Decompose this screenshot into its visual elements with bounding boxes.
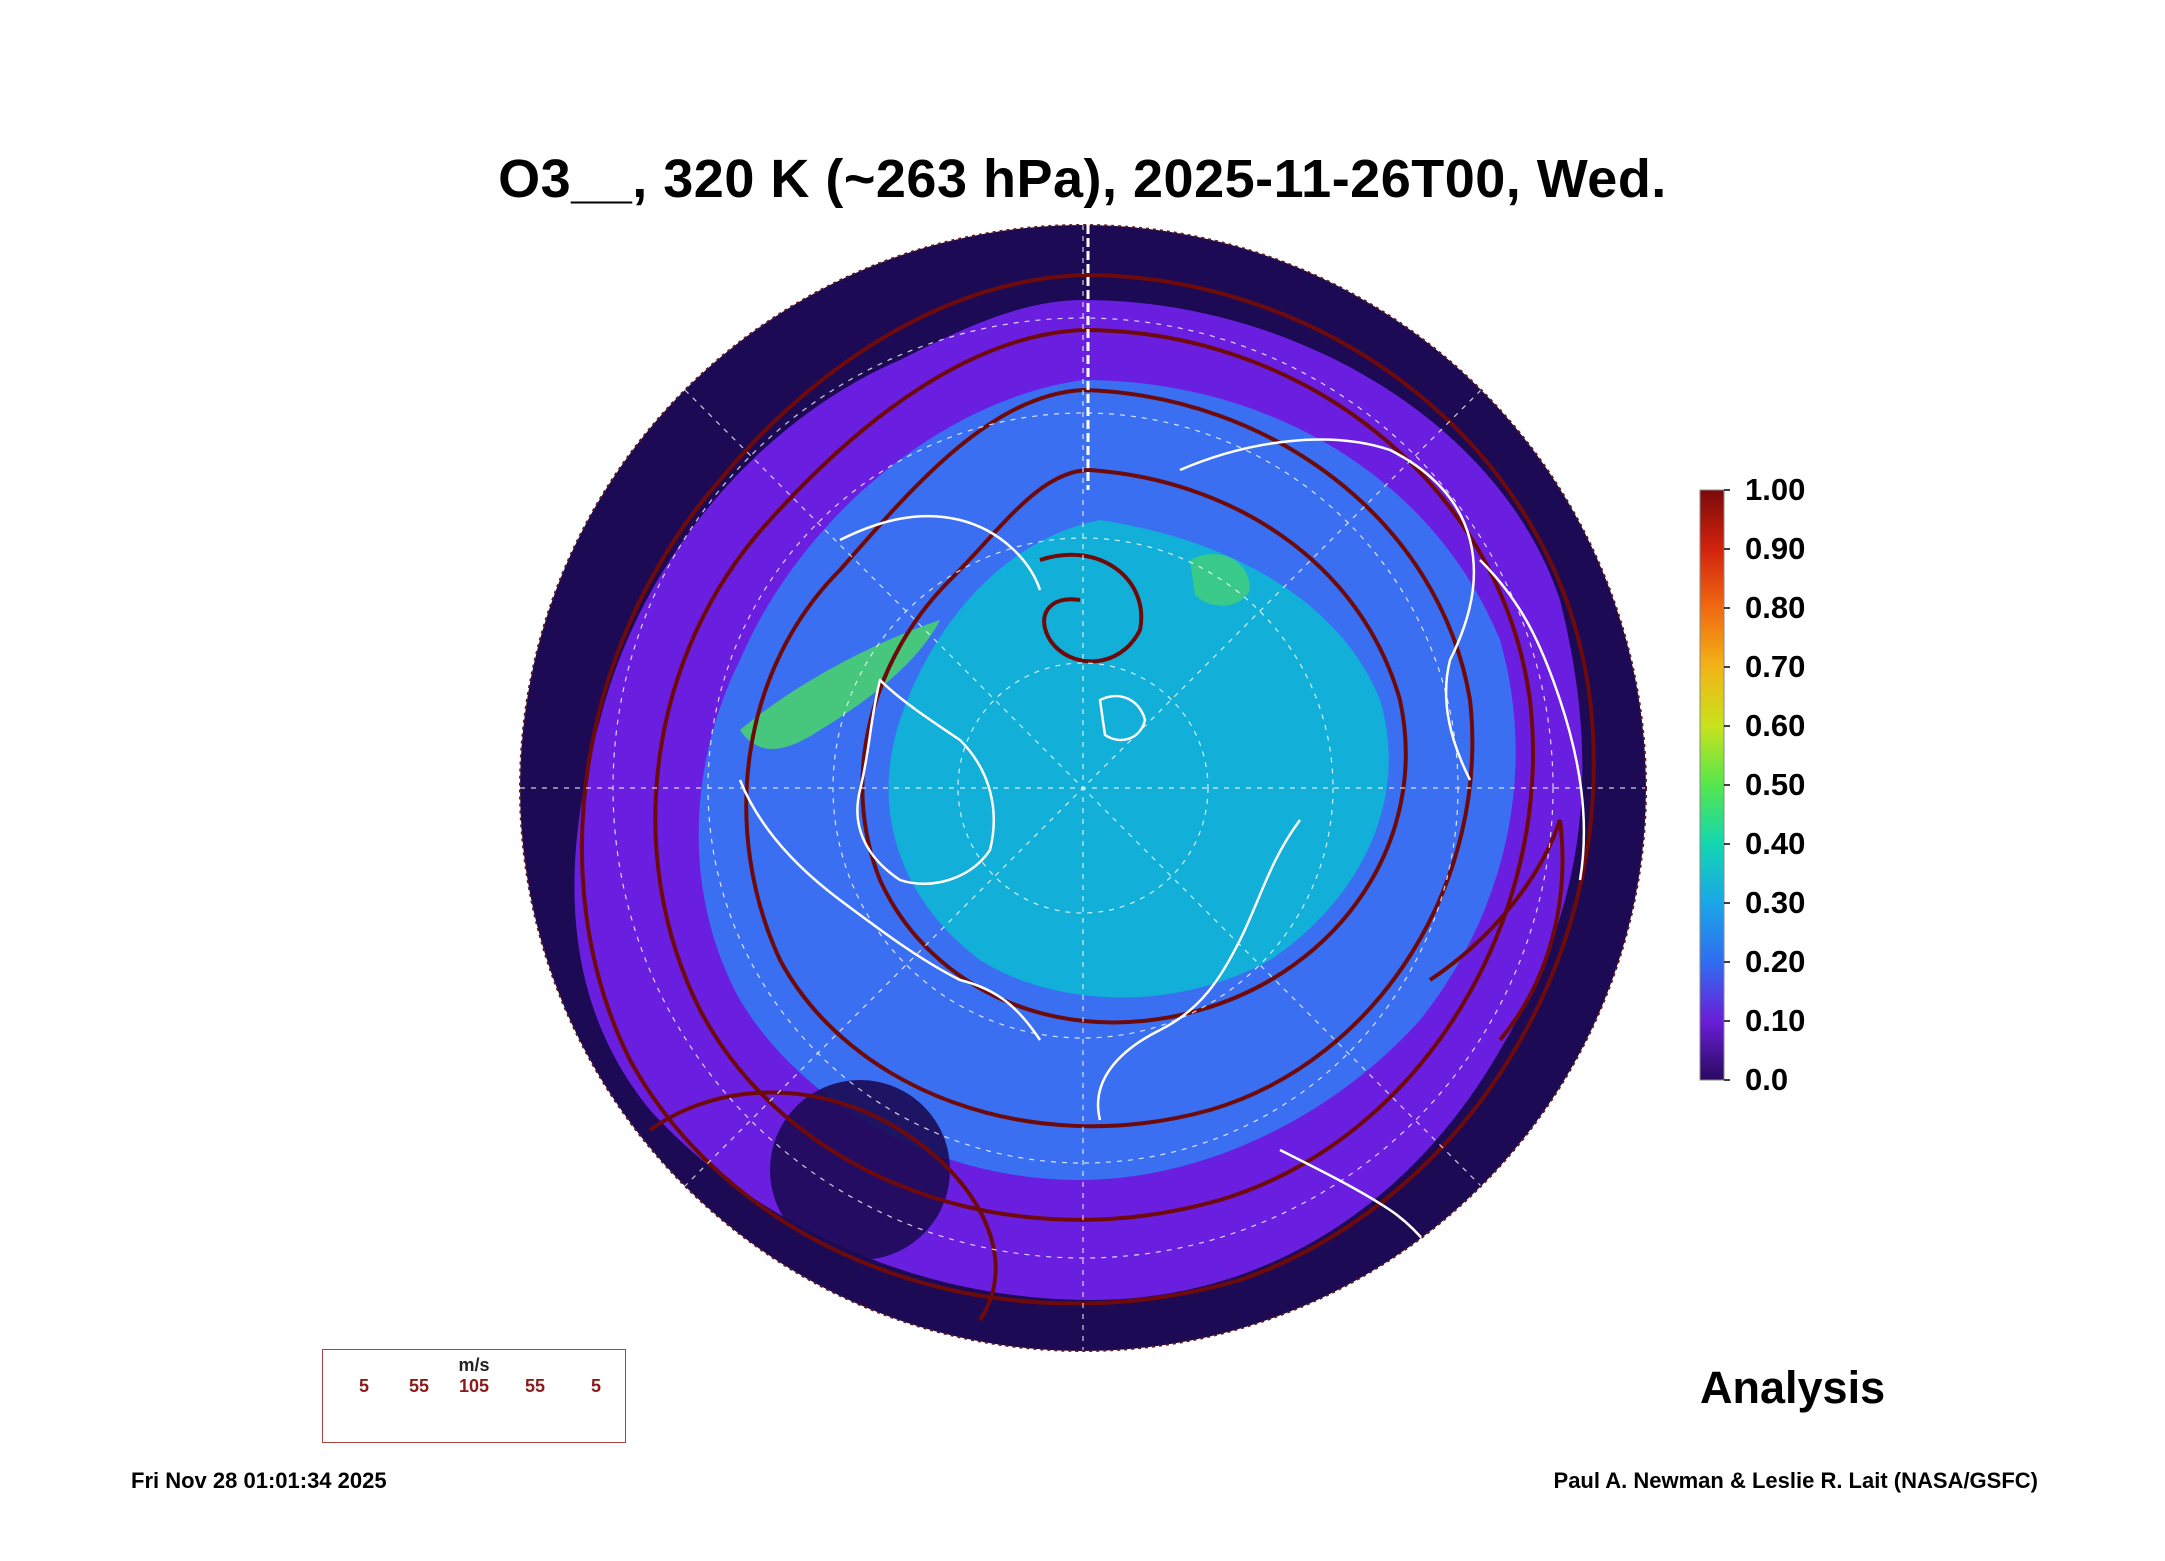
coast-greenland [856, 678, 995, 885]
wind-speed-label: 55 [524, 1376, 546, 1396]
colorbar-tick-label: 0.20 [1745, 944, 1806, 979]
streamline-outer [580, 273, 1596, 1306]
coast-north-america [738, 779, 1042, 1041]
footer-credit: Paul A. Newman & Leslie R. Lait (NASA/GS… [1553, 1468, 2038, 1493]
wind-speed-label: 55 [408, 1376, 430, 1396]
wind-legend: m/s 5 55 105 55 5 [322, 1349, 626, 1443]
colorbar-tick-label: 0.50 [1745, 767, 1806, 802]
coast-alaska [839, 514, 1042, 591]
colorbar-tick-label: 0.10 [1745, 1003, 1806, 1038]
wind-speed-label: 105 [458, 1376, 490, 1396]
ozone-region-green-2 [1190, 554, 1250, 606]
map-title: O3__, 320 K (~263 hPa), 2025-11-26T00, W… [498, 149, 1667, 209]
streamline-inner [860, 468, 1408, 1025]
streamline-vortex [1039, 552, 1144, 664]
streamline-atlantic [1428, 819, 1565, 1042]
coast-eurasia [1179, 438, 1476, 781]
ozone-region-cyan [888, 520, 1389, 998]
colorbar-tick-label: 0.90 [1745, 531, 1806, 566]
colorbar-tick-label: 0.30 [1745, 885, 1806, 920]
graticule [520, 225, 1646, 1351]
streamline-jet-2 [744, 388, 1475, 1129]
analysis-label: Analysis [1700, 1362, 1886, 1413]
streamlines [580, 273, 1596, 1322]
wind-speed-label: 5 [590, 1376, 602, 1396]
colorbar-tick-label: 1.00 [1745, 472, 1806, 507]
coast-europe [1096, 819, 1302, 1121]
colorbar-tick-label: 0.40 [1745, 826, 1806, 861]
ozone-region-dark-patch [770, 1080, 950, 1260]
coastlines [738, 438, 1586, 1291]
coast-asia-east [1479, 559, 1586, 881]
meridian-diag-2 [684, 389, 1482, 1187]
ozone-region-green [740, 620, 940, 749]
wind-unit-label: m/s [458, 1355, 490, 1375]
globe-rim [519, 224, 1647, 1352]
footer-timestamp: Fri Nov 28 01:01:34 2025 [131, 1468, 387, 1493]
wind-speed-label: 5 [358, 1376, 370, 1396]
colorbar-tick-label: 0.80 [1745, 590, 1806, 625]
coast-arctic-islands [1098, 694, 1147, 742]
streamline-pacific [648, 1090, 998, 1322]
colorbar [1699, 489, 1730, 1081]
colorbar-tick-label: 0.70 [1745, 649, 1806, 684]
colorbar-scale [1699, 489, 1725, 1081]
colorbar-tick-label: 0.60 [1745, 708, 1806, 743]
colorbar-tick-label: 0.0 [1745, 1062, 1789, 1097]
latitude-circle-75 [957, 662, 1209, 914]
